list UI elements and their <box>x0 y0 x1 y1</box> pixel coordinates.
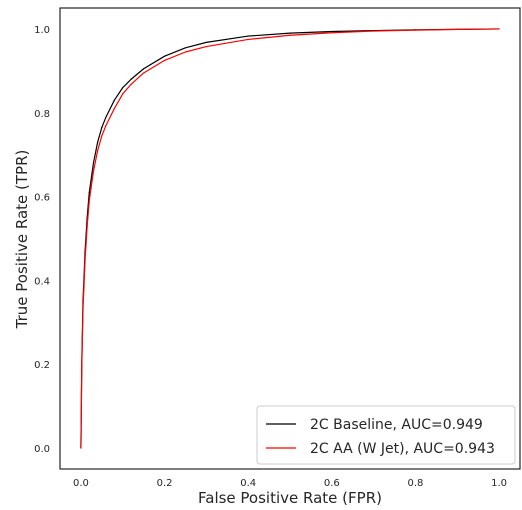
x-axis-label: False Positive Rate (FPR) <box>198 489 382 507</box>
data-point <box>122 93 124 95</box>
x-tick-label: 0.4 <box>240 478 256 489</box>
data-point <box>101 126 103 129</box>
data-point <box>289 32 291 34</box>
data-point <box>101 135 103 137</box>
legend: 2C Baseline, AUC=0.949 2C AA (W Jet), AU… <box>256 405 516 465</box>
data-point <box>113 107 115 110</box>
data-point <box>122 87 124 89</box>
legend-label-aa: 2C AA (W Jet), AUC=0.943 <box>310 441 495 457</box>
plot-frame <box>59 7 521 470</box>
roc-line-0 <box>80 28 500 449</box>
x-tick-label: 0.0 <box>73 478 89 489</box>
data-point <box>113 99 115 101</box>
data-point <box>97 149 99 152</box>
data-point <box>456 28 458 30</box>
ticks-layer: 0.0 0.2 0.4 0.6 0.8 1.0 0.0 0.2 0.4 0.6 0.8 1.0 <box>34 25 507 489</box>
data-point <box>205 41 207 43</box>
series-0 <box>80 28 500 449</box>
data-point <box>247 35 249 37</box>
data-point <box>414 29 417 31</box>
y-tick-label: 0.8 <box>34 109 50 120</box>
y-tick-label: 0.6 <box>34 193 50 204</box>
series-layer <box>80 28 500 449</box>
data-point <box>92 162 95 164</box>
data-point <box>88 200 90 202</box>
data-point <box>184 51 187 53</box>
y-axis-label: True Positive Rate (TPR) <box>13 150 31 330</box>
x-tick-label: 0.2 <box>157 478 173 489</box>
data-point <box>331 30 333 33</box>
x-tick-label: 0.6 <box>324 478 340 489</box>
y-tick-label: 0.4 <box>34 276 50 287</box>
data-point <box>184 47 187 49</box>
legend-label-baseline: 2C Baseline, AUC=0.949 <box>310 417 483 433</box>
data-point <box>143 68 145 70</box>
data-point <box>163 55 166 57</box>
data-point <box>130 78 132 80</box>
data-point <box>163 59 166 61</box>
y-tick-label: 0.0 <box>34 444 50 455</box>
y-tick-label: 1.0 <box>34 25 50 36</box>
data-point <box>81 367 83 370</box>
data-point <box>331 32 333 34</box>
data-point <box>97 141 99 143</box>
data-point <box>80 447 82 449</box>
data-point <box>498 28 500 30</box>
series-1 <box>80 28 500 449</box>
legend-box <box>256 405 516 465</box>
data-point <box>143 72 145 74</box>
data-point <box>86 225 88 227</box>
data-point <box>247 38 249 41</box>
roc-line-1 <box>80 28 500 449</box>
y-tick-label: 0.2 <box>34 360 50 371</box>
data-point <box>92 170 95 173</box>
data-point <box>289 34 291 36</box>
data-point <box>88 191 90 193</box>
data-point <box>105 124 107 126</box>
data-point <box>105 116 107 118</box>
data-point <box>82 309 84 311</box>
x-tick-label: 1.0 <box>491 478 507 489</box>
data-point <box>84 258 86 261</box>
data-point <box>373 30 375 32</box>
x-tick-label: 0.8 <box>408 478 424 489</box>
data-point <box>130 83 132 85</box>
data-point <box>205 45 207 48</box>
